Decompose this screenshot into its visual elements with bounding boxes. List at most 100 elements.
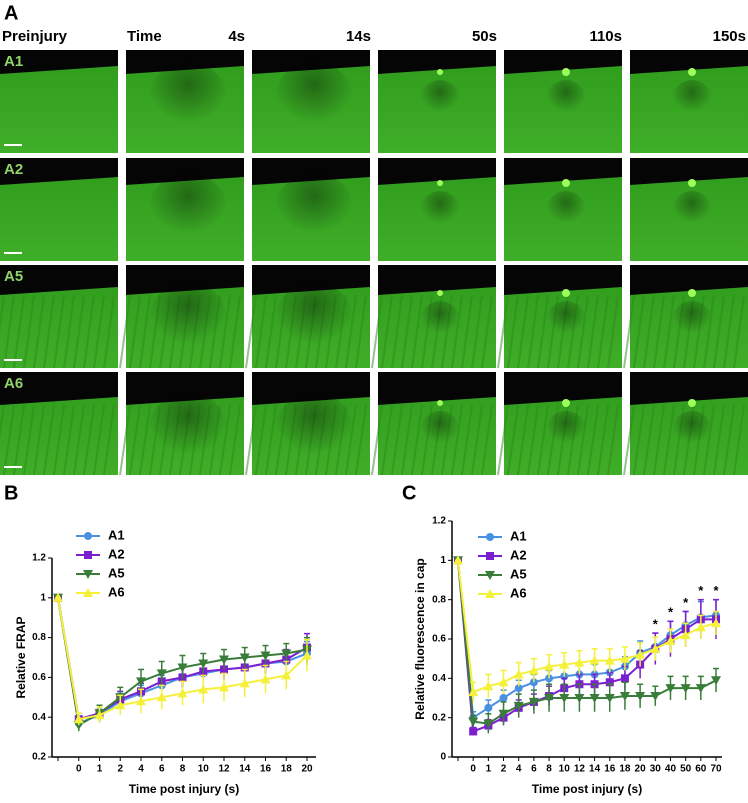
striation	[607, 294, 619, 369]
column-header: Time	[127, 28, 162, 45]
x-tick-label: 70	[710, 764, 722, 775]
striation	[129, 404, 141, 476]
striation	[607, 404, 619, 476]
x-axis-label: Time post injury (s)	[129, 782, 239, 796]
striation	[355, 404, 367, 476]
striation	[255, 404, 267, 476]
striation	[527, 294, 539, 369]
striation	[713, 404, 725, 476]
striation	[129, 294, 141, 369]
marker	[514, 684, 523, 693]
striation	[0, 294, 5, 332]
row-label: A6	[4, 375, 23, 392]
striation	[723, 404, 735, 476]
cap	[562, 68, 570, 76]
x-tick-label: 16	[604, 764, 616, 775]
marker	[604, 655, 615, 665]
marker	[528, 697, 539, 707]
legend-label: A5	[510, 566, 527, 581]
striation	[13, 404, 25, 476]
legend-label: A2	[108, 546, 125, 561]
striation	[517, 404, 529, 476]
column-header: Preinjury	[2, 28, 68, 45]
striation	[713, 294, 725, 369]
panel-label: A	[4, 2, 18, 24]
x-tick-label: 60	[695, 764, 707, 775]
striation	[83, 404, 95, 476]
striation	[643, 404, 655, 476]
micrograph-background	[630, 372, 748, 405]
striation	[83, 294, 95, 369]
striation	[633, 404, 645, 476]
striation	[139, 404, 151, 476]
striation	[229, 294, 241, 369]
striation	[587, 294, 599, 369]
striation	[119, 404, 131, 476]
marker	[498, 709, 509, 719]
x-tick-label: 16	[260, 764, 272, 775]
striation	[73, 404, 85, 476]
marker	[544, 661, 555, 671]
wound-shadow	[420, 301, 460, 341]
wound-shadow	[420, 191, 460, 231]
marker	[680, 684, 691, 694]
wound-shadow	[148, 393, 228, 469]
striation	[265, 404, 277, 476]
striation	[507, 404, 519, 476]
micrograph-background	[252, 158, 370, 185]
x-tick-label: 1	[97, 764, 103, 775]
marker	[198, 659, 209, 669]
micrograph-background	[126, 50, 244, 74]
marker	[453, 555, 463, 565]
wound-shadow	[420, 80, 460, 120]
striation	[411, 404, 423, 476]
striation	[401, 404, 413, 476]
micrograph-background	[252, 265, 370, 295]
panel-label: B	[4, 482, 18, 504]
wound-shadow	[672, 80, 712, 120]
striation	[471, 294, 483, 369]
striation	[481, 404, 493, 476]
wound-shadow	[274, 393, 354, 469]
striation	[13, 294, 25, 369]
striation	[497, 404, 509, 476]
micrograph-background	[504, 50, 622, 74]
striation	[723, 294, 735, 369]
series-line	[457, 560, 717, 725]
cap	[688, 68, 696, 76]
x-tick-label: 20	[635, 764, 647, 775]
marker	[177, 688, 188, 698]
marker	[650, 692, 661, 702]
marker	[219, 682, 229, 692]
marker	[486, 552, 494, 560]
marker	[559, 659, 570, 669]
x-tick-label: 6	[531, 764, 537, 775]
striation	[587, 404, 599, 476]
marker	[485, 589, 495, 598]
y-tick-label: 0.4	[32, 712, 46, 723]
column-header: 110s	[589, 28, 622, 45]
wound-shadow	[546, 80, 586, 120]
row-label: A1	[4, 53, 23, 70]
striation	[733, 294, 745, 369]
x-tick-label: 30	[650, 764, 662, 775]
micrograph-background	[504, 372, 622, 405]
x-tick-label: 14	[239, 764, 251, 775]
striation	[139, 294, 151, 369]
striation	[623, 404, 635, 476]
marker	[498, 677, 509, 687]
striation	[481, 294, 493, 369]
legend-label: A1	[108, 527, 125, 542]
series-line	[457, 560, 716, 733]
marker	[711, 618, 721, 628]
marker	[83, 588, 93, 597]
striation	[63, 294, 75, 369]
y-tick-label: 1	[440, 555, 446, 566]
marker	[528, 665, 539, 675]
micrograph-background	[252, 372, 370, 405]
marker	[485, 571, 495, 580]
x-tick-label: 2	[501, 764, 507, 775]
striation	[653, 404, 665, 476]
marker	[499, 694, 508, 702]
